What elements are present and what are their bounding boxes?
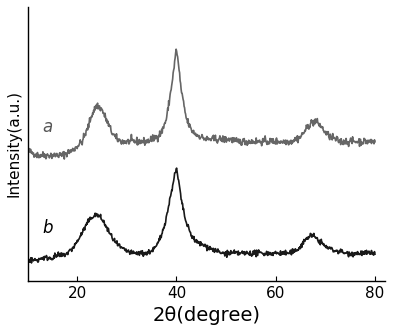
Text: a: a xyxy=(42,119,53,136)
Text: b: b xyxy=(42,219,53,237)
Y-axis label: Intensity(a.u.): Intensity(a.u.) xyxy=(7,90,22,197)
X-axis label: 2θ(degree): 2θ(degree) xyxy=(152,306,260,325)
